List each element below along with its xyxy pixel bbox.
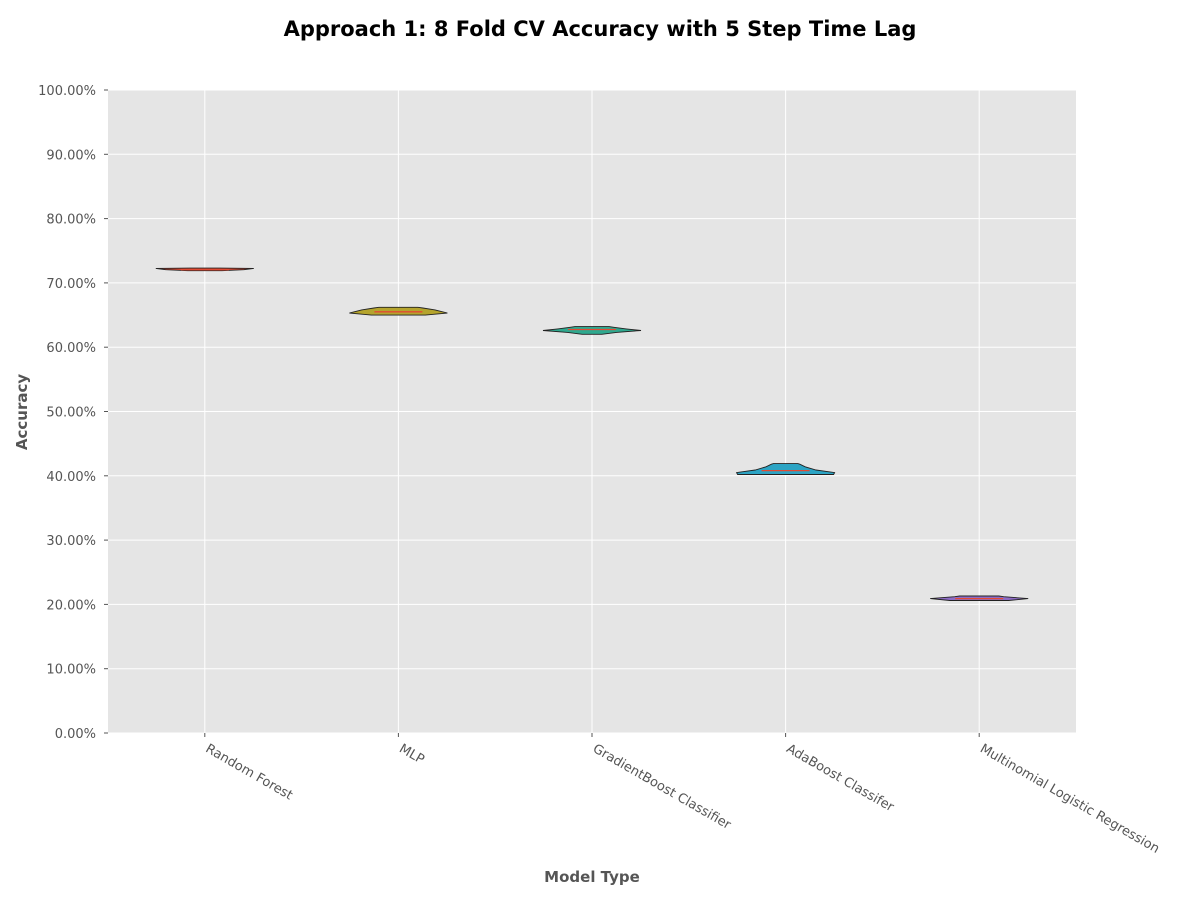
violin-gradientboost-classifier (542, 326, 642, 335)
y-tick-label: 40.00% (46, 470, 96, 485)
y-tick-label: 10.00% (46, 663, 96, 678)
violin-adaboost-classifer (735, 463, 836, 475)
x-tick-label: Random Forest (203, 741, 295, 803)
y-tick-label: 50.00% (46, 406, 96, 421)
chart-title: Approach 1: 8 Fold CV Accuracy with 5 St… (284, 17, 917, 41)
y-tick-label: 100.00% (38, 84, 96, 99)
y-axis-ticks: 0.00% 10.00% 20.00% 30.00% 40.00% 50.00% 60.00… (38, 84, 108, 742)
x-tick-label: AdaBoost Classifer (784, 741, 897, 815)
x-axis-label: Model Type (544, 868, 640, 886)
x-tick-label: GradientBoost Classifier (590, 741, 734, 833)
x-tick-label: MLP (396, 741, 426, 767)
y-tick-label: 20.00% (46, 598, 96, 613)
y-tick-label: 30.00% (46, 534, 96, 549)
y-tick-label: 70.00% (46, 277, 96, 292)
violins (155, 267, 1029, 601)
y-tick-label: 80.00% (46, 213, 96, 228)
y-axis-label: Accuracy (13, 374, 31, 450)
grid-lines (108, 89, 1076, 734)
y-tick-label: 0.00% (55, 727, 96, 742)
y-tick-label: 60.00% (46, 341, 96, 356)
x-axis-ticks: Random Forest MLP GradientBoost Classifier… (203, 733, 1162, 857)
x-tick-label: Multinomial Logistic Regression (977, 741, 1162, 856)
y-tick-label: 90.00% (46, 148, 96, 163)
